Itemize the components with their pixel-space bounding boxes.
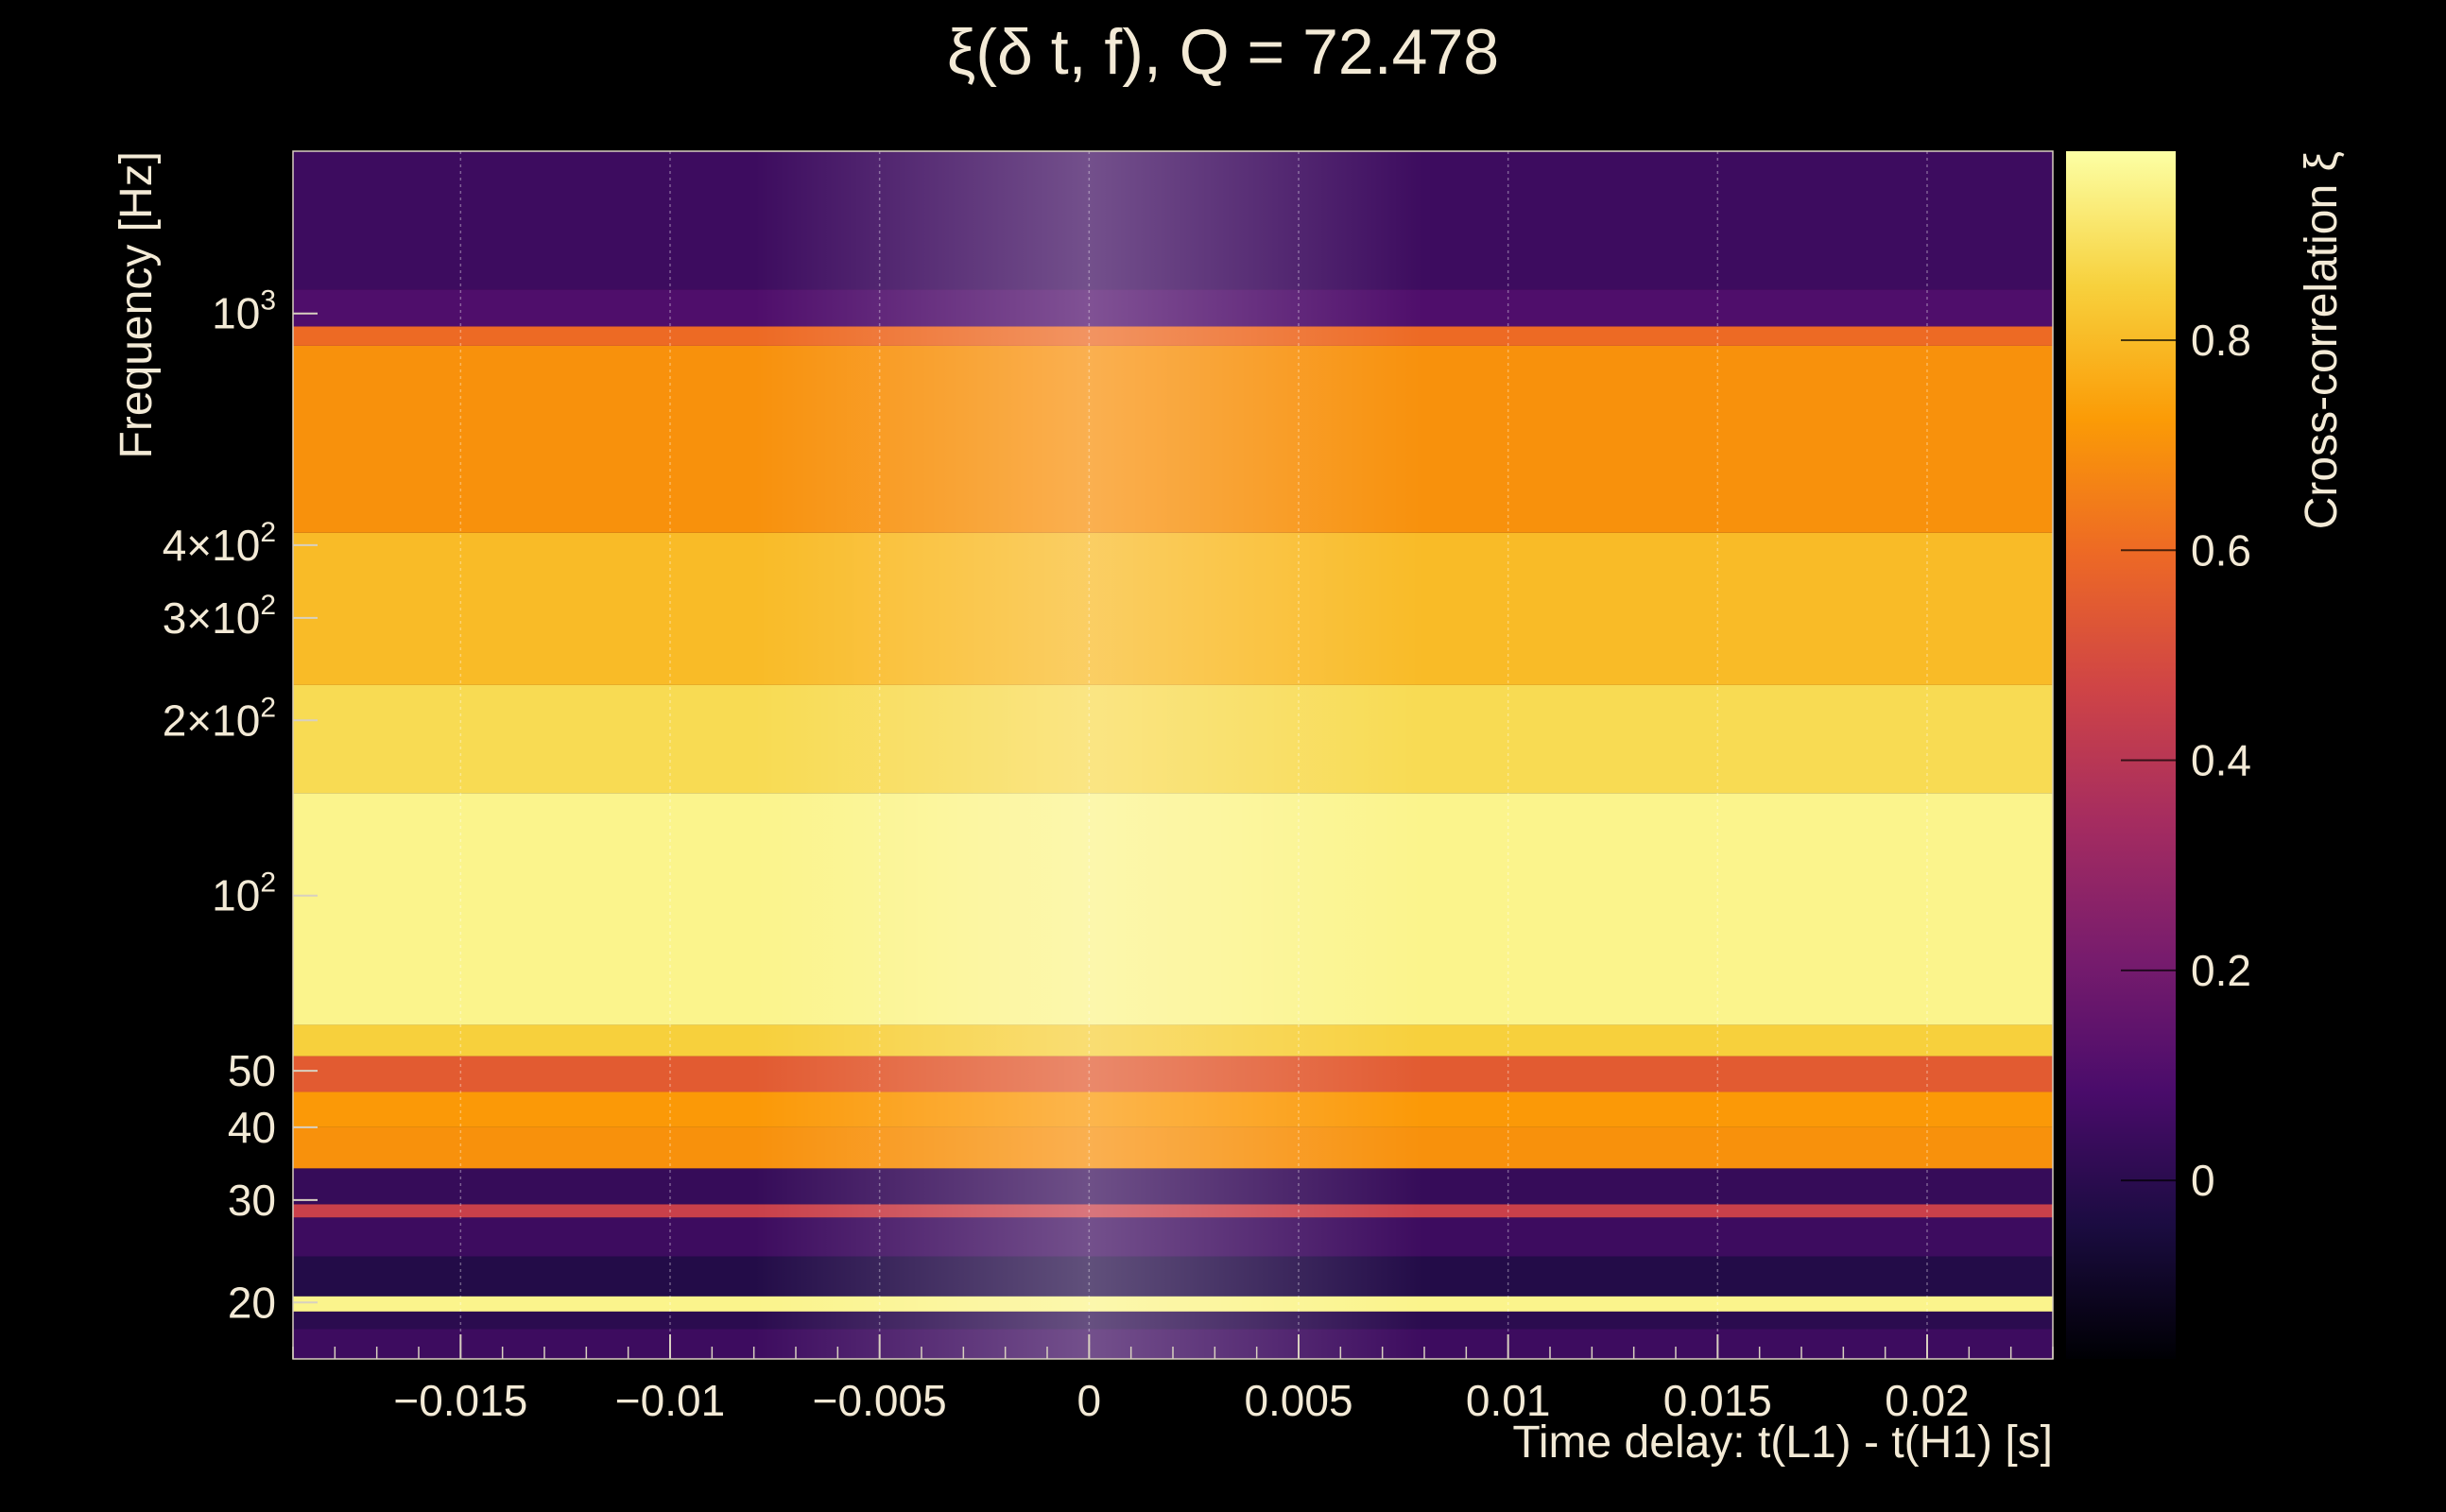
colorbar-tick-label: 0.2 bbox=[2191, 946, 2251, 995]
x-tick-label: 0.02 bbox=[1885, 1376, 1970, 1425]
colorbar-ticks: 0 0.2 0.4 0.6 0.8 bbox=[2121, 316, 2251, 1205]
chart-title: ξ(δ t, f), Q = 72.478 bbox=[947, 16, 1499, 88]
y-tick-label: 103 bbox=[212, 285, 276, 338]
colorbar bbox=[2066, 151, 2176, 1359]
colorbar-label: Cross-correlation ξ bbox=[2297, 151, 2347, 529]
colorbar-tick-label: 0.8 bbox=[2191, 316, 2251, 365]
y-tick-label: 50 bbox=[228, 1046, 276, 1095]
x-tick-label: −0.01 bbox=[615, 1376, 725, 1425]
x-tick-label: 0.005 bbox=[1244, 1376, 1352, 1425]
y-tick-label: 4×102 bbox=[163, 517, 276, 570]
x-tick-label: −0.005 bbox=[813, 1376, 947, 1425]
x-tick-label: −0.015 bbox=[393, 1376, 527, 1425]
correlation-peak-glow bbox=[754, 151, 1424, 1359]
y-tick-label: 30 bbox=[228, 1176, 276, 1225]
vertical-gridlines bbox=[459, 151, 1928, 1359]
colorbar-tick-label: 0 bbox=[2191, 1156, 2215, 1205]
x-tick-label: 0.01 bbox=[1466, 1376, 1551, 1425]
x-tick-label: 0 bbox=[1077, 1376, 1102, 1425]
colorbar-tick-label: 0.6 bbox=[2191, 525, 2251, 575]
y-tick-label: 102 bbox=[212, 868, 276, 920]
y-axis-ticks: 20 30 40 50 102 2×102 3×102 4×102 103 bbox=[163, 285, 318, 1327]
x-axis-label: Time delay: t(L1) - t(H1) [s] bbox=[1512, 1418, 2053, 1468]
y-tick-label: 2×102 bbox=[163, 692, 276, 745]
y-tick-label: 3×102 bbox=[163, 590, 276, 643]
y-tick-label: 20 bbox=[228, 1278, 276, 1327]
x-axis-ticks: −0.015 −0.01 −0.005 0 0.005 0.01 0.015 0.02 bbox=[292, 1334, 2054, 1425]
x-tick-label: 0.015 bbox=[1663, 1376, 1772, 1425]
y-tick-label: 40 bbox=[228, 1103, 276, 1152]
colorbar-tick-label: 0.4 bbox=[2191, 736, 2251, 785]
y-axis-label: Frequency [Hz] bbox=[112, 151, 162, 458]
